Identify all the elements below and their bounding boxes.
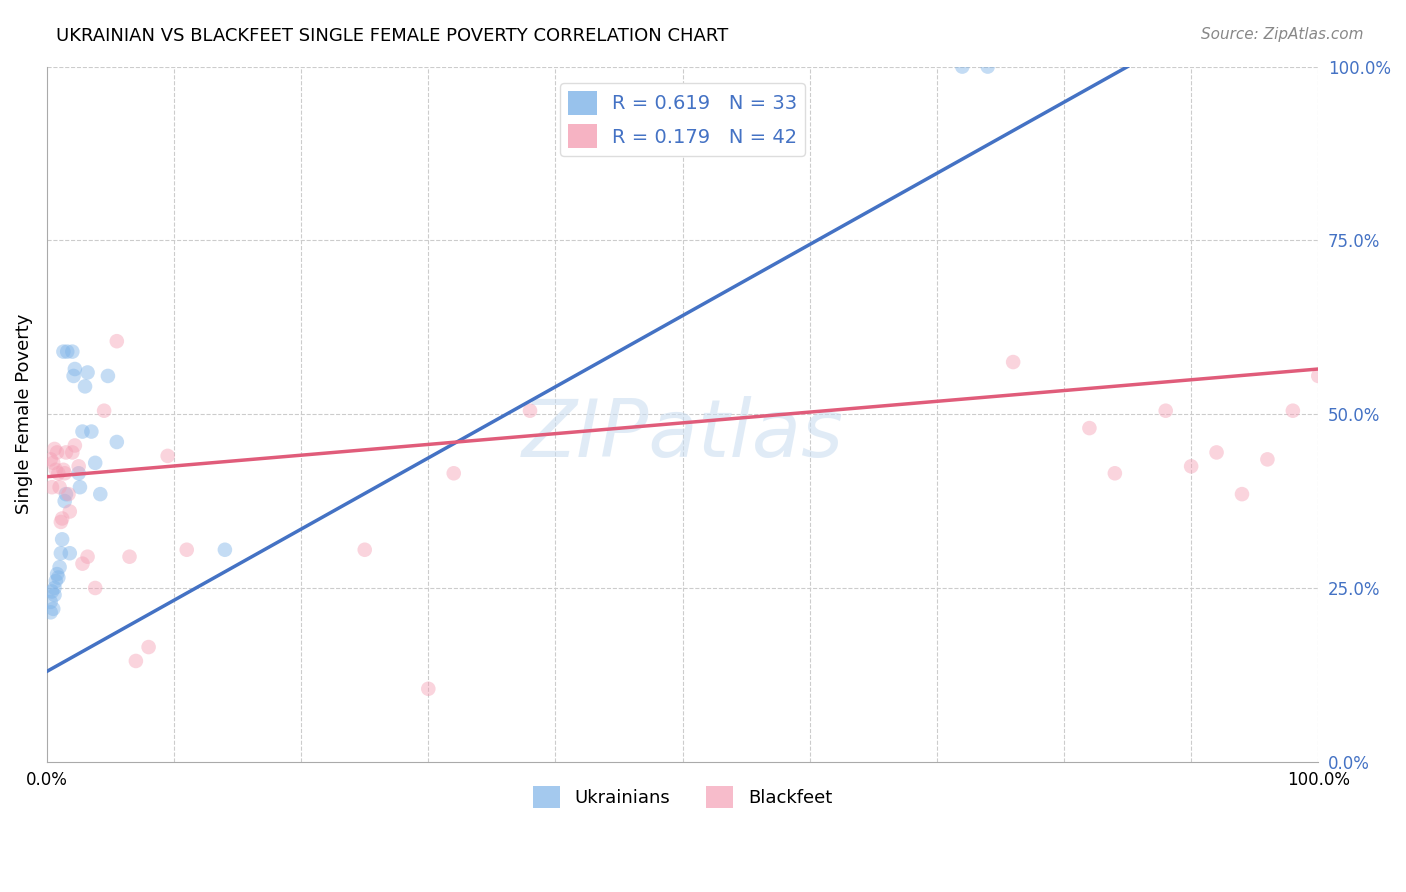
Point [62, 368, 84, 383]
Y-axis label: Single Female Poverty: Single Female Poverty [15, 314, 32, 515]
Point [1002, 355, 1025, 369]
Point [67, 459, 90, 474]
Text: UKRAINIAN VS BLACKFEET SINGLE FEMALE POVERTY CORRELATION CHART: UKRAINIAN VS BLACKFEET SINGLE FEMALE POV… [56, 27, 728, 45]
Point [76, 549, 98, 564]
Point [89, 487, 111, 501]
Point [44, 442, 66, 456]
Point [41, 480, 63, 494]
Point [76, 366, 98, 380]
Point [443, 467, 465, 481]
Point [1205, 445, 1227, 459]
Point [63, 362, 86, 376]
Point [1308, 368, 1330, 383]
Point [46, 570, 69, 584]
Point [93, 403, 115, 417]
Point [42, 602, 65, 616]
Point [1078, 421, 1101, 435]
Point [45, 574, 67, 588]
Point [80, 425, 103, 439]
Point [72, 557, 94, 571]
Point [105, 334, 128, 349]
Point [42, 456, 65, 470]
Point [977, 60, 1000, 74]
Text: ZIPatlas: ZIPatlas [522, 396, 844, 474]
Point [418, 681, 440, 696]
Point [45, 463, 67, 477]
Point [176, 542, 198, 557]
Point [1256, 452, 1278, 467]
Point [48, 560, 70, 574]
Point [950, 60, 973, 74]
Point [353, 542, 375, 557]
Text: Source: ZipAtlas.com: Source: ZipAtlas.com [1201, 27, 1364, 42]
Point [49, 515, 72, 529]
Point [1282, 403, 1305, 417]
Point [63, 438, 86, 452]
Point [214, 542, 236, 557]
Point [72, 425, 94, 439]
Point [41, 584, 63, 599]
Point [58, 487, 80, 501]
Point [60, 445, 83, 459]
Point [156, 449, 179, 463]
Point [53, 494, 76, 508]
Point [125, 654, 148, 668]
Point [55, 487, 77, 501]
Point [48, 480, 70, 494]
Point [46, 445, 69, 459]
Point [1230, 487, 1253, 501]
Point [59, 504, 82, 518]
Point [46, 467, 69, 481]
Point [46, 567, 69, 582]
Point [67, 467, 90, 481]
Point [39, 595, 62, 609]
Point [60, 344, 83, 359]
Point [73, 379, 96, 393]
Point [49, 546, 72, 560]
Point [44, 588, 66, 602]
Point [69, 480, 91, 494]
Point [1104, 467, 1126, 481]
Point [51, 511, 73, 525]
Point [44, 581, 66, 595]
Point [39, 452, 62, 467]
Legend: Ukrainians, Blackfeet: Ukrainians, Blackfeet [526, 779, 839, 815]
Point [55, 445, 77, 459]
Point [39, 605, 62, 619]
Point [52, 344, 75, 359]
Point [52, 463, 75, 477]
Point [59, 546, 82, 560]
Point [138, 640, 160, 654]
Point [118, 549, 141, 564]
Point [56, 344, 79, 359]
Point [1154, 403, 1177, 417]
Point [97, 368, 120, 383]
Point [1180, 459, 1202, 474]
Point [105, 435, 128, 450]
Point [53, 467, 76, 481]
Point [51, 533, 73, 547]
Point [84, 456, 107, 470]
Point [84, 581, 107, 595]
Point [519, 403, 541, 417]
